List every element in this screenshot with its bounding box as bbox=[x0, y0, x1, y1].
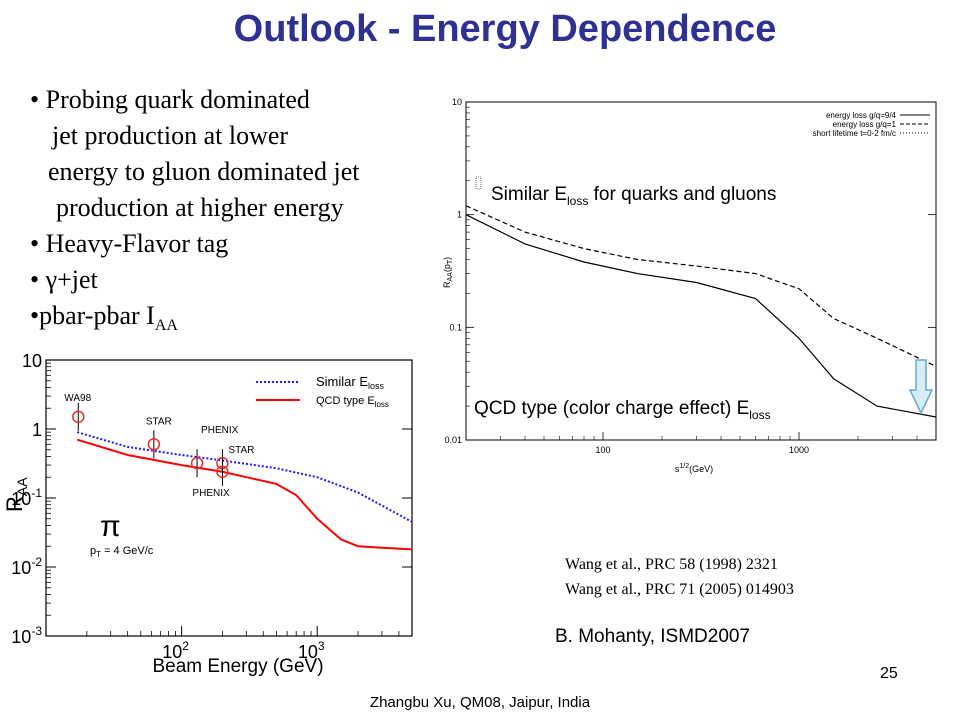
left-series-line bbox=[76, 438, 413, 551]
right-ytick-label: 0.01 bbox=[444, 435, 462, 445]
left-plot-frame bbox=[45, 359, 413, 637]
credit: B. Mohanty, ISMD2007 bbox=[555, 626, 751, 647]
left-ytick-label: 10 bbox=[22, 351, 42, 371]
left-point-label: PHENIX bbox=[192, 488, 230, 499]
legend-label-similar: Similar Eloss bbox=[316, 374, 385, 391]
right-xlabel: s1/2(GeV) bbox=[675, 463, 713, 474]
annotation-qcd: QCD type (color charge effect) Eloss bbox=[474, 398, 771, 422]
right-xtick-label: 100 bbox=[595, 445, 610, 455]
left-xtick-label: 102 bbox=[162, 639, 189, 662]
right-series-line bbox=[465, 214, 937, 418]
bullet-line: jet production at lower bbox=[52, 121, 289, 150]
slide-title: Outlook - Energy Dependence bbox=[233, 8, 777, 50]
right-chart: 10 1 0.1 0.01 100 1000 energy loss g/q=9/4 en… bbox=[442, 97, 937, 474]
left-data-point bbox=[147, 438, 161, 451]
right-ytick-label: 10 bbox=[452, 97, 462, 107]
right-ytick-label: 1 bbox=[457, 210, 462, 220]
left-point-label: WA98 bbox=[64, 393, 91, 404]
bullet-line: • γ+jet bbox=[30, 265, 98, 294]
left-point-label: STAR bbox=[228, 445, 254, 456]
references: Wang et al., PRC 58 (1998) 2321 Wang et … bbox=[565, 552, 794, 602]
page-number: 25 bbox=[880, 665, 898, 682]
bullet-line: •pbar-pbar IAA bbox=[30, 301, 178, 335]
left-data-point bbox=[72, 410, 85, 424]
left-point-label: PHENIX bbox=[201, 425, 239, 436]
left-xtick-label: 103 bbox=[298, 639, 325, 662]
down-arrow bbox=[908, 359, 934, 415]
bullet-list: • Probing quark dominated jet production… bbox=[30, 82, 359, 344]
left-point-label: STAR bbox=[146, 416, 172, 427]
bullet-line: • Probing quark dominated bbox=[30, 85, 310, 114]
pion-symbol: π bbox=[100, 510, 121, 543]
pt-annotation: pT = 4 GeV/c bbox=[90, 545, 154, 559]
left-ytick-label: 10-3 bbox=[11, 624, 42, 647]
legend-label-gq1: energy loss g/q=1 bbox=[833, 120, 897, 129]
left-series-line bbox=[76, 431, 413, 523]
right-plot-frame bbox=[465, 101, 937, 441]
footer: Zhangbu Xu, QM08, Jaipur, India bbox=[369, 694, 591, 711]
left-ytick-label: 10-1 bbox=[11, 486, 42, 509]
left-xlabel: Beam Energy (GeV) bbox=[152, 656, 323, 677]
bullet-line: • Heavy-Flavor tag bbox=[30, 229, 229, 258]
reference-line: Wang et al., PRC 58 (1998) 2321 bbox=[565, 556, 778, 573]
legend-label-gq94: energy loss g/q=9/4 bbox=[826, 111, 897, 120]
left-data-point bbox=[216, 465, 229, 479]
annotation-similar: Similar Eloss for quarks and gluons bbox=[491, 184, 776, 208]
bullet-line: production at higher energy bbox=[56, 193, 344, 222]
right-ylabel: RAA(pT) bbox=[442, 257, 454, 288]
reference-line: Wang et al., PRC 71 (2005) 014903 bbox=[565, 581, 794, 598]
legend-label-short: short lifetime t=0-2 fm/c bbox=[813, 129, 896, 138]
left-ylabel: RAA bbox=[2, 477, 30, 512]
left-ytick-label: 10-2 bbox=[11, 555, 42, 578]
right-ytick-label: 0.1 bbox=[449, 322, 462, 332]
annotation-marker bbox=[475, 176, 482, 190]
bullet-line: energy to gluon dominated jet bbox=[48, 157, 360, 186]
left-ytick-label: 1 bbox=[32, 420, 42, 440]
right-xtick-label: 1000 bbox=[789, 445, 809, 455]
legend-label-qcd: QCD type Eloss bbox=[316, 395, 389, 409]
left-data-point bbox=[190, 456, 204, 470]
left-chart: 10 1 10-1 10-2 10-3 102 103 WA98 STAR PHENIX STAR… bbox=[2, 351, 413, 677]
